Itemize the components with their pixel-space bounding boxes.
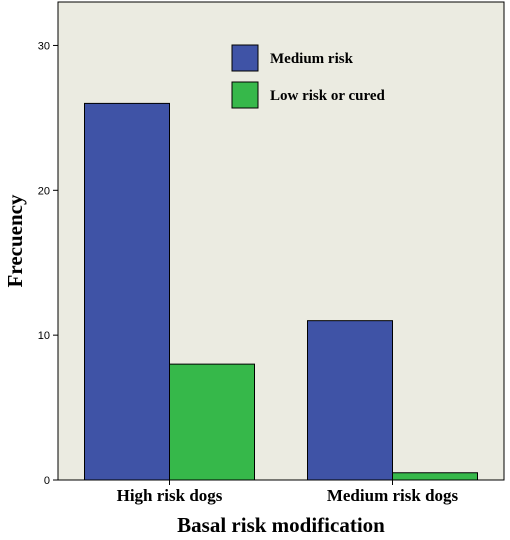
x-axis-title: Basal risk modification	[177, 513, 385, 537]
y-tick-label: 0	[44, 475, 50, 487]
bar	[84, 102, 170, 481]
legend-swatch	[231, 81, 259, 109]
legend-label: Medium risk	[270, 51, 354, 67]
bar	[307, 320, 393, 481]
x-tick-label: Medium risk dogs	[327, 486, 459, 505]
bar	[392, 472, 478, 481]
bar	[169, 363, 255, 481]
y-tick-label: 20	[38, 185, 50, 197]
legend-swatch	[231, 44, 259, 72]
legend: Medium risk Low risk or cured	[231, 44, 386, 109]
y-tick-label: 10	[38, 330, 50, 342]
y-axis-title: Frecuency	[3, 194, 27, 287]
x-tick-label: High risk dogs	[117, 486, 223, 505]
legend-label: Low risk or cured	[270, 88, 386, 104]
y-tick-label: 30	[38, 40, 50, 52]
